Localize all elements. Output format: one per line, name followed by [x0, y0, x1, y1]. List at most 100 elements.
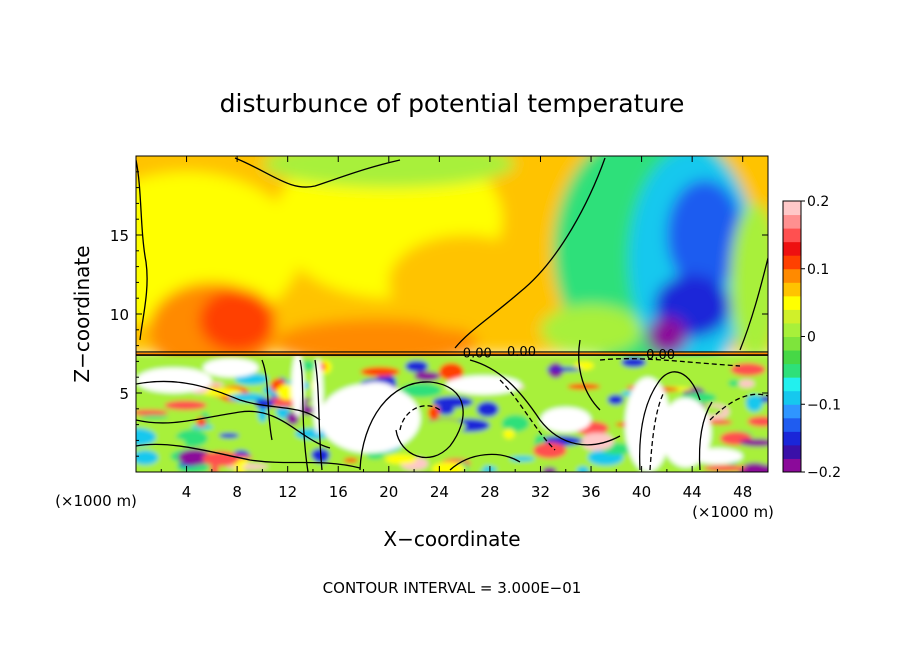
turbulence-patch	[576, 466, 590, 472]
chart-title: disturbunce of potential temperature	[220, 89, 685, 118]
field-white-region	[136, 367, 212, 393]
contour-label: 0.00	[463, 347, 492, 362]
contour-line	[649, 391, 665, 471]
contour-line	[136, 443, 361, 469]
temperature-field	[136, 156, 768, 472]
turbulence-patch	[747, 416, 768, 427]
colorbar-tick-label: 0.2	[807, 194, 829, 210]
field-white-region	[350, 381, 402, 420]
field-white-region	[660, 397, 712, 468]
field-blob	[388, 235, 541, 330]
field-blob	[262, 156, 516, 188]
colorbar-swatch	[783, 282, 801, 297]
colorbar-swatch	[783, 201, 801, 216]
turbulence-patch	[746, 394, 763, 412]
y-tick-label: 15	[110, 227, 129, 245]
x-tick-label: 24	[430, 483, 449, 501]
turbulence-patch	[298, 467, 333, 472]
turbulence-patch	[607, 394, 624, 405]
turbulence-patch	[414, 371, 440, 382]
field-white-region	[692, 448, 743, 465]
turbulence-patch	[136, 409, 169, 416]
y-tick-label: 5	[119, 385, 129, 403]
x-axis-label: X−coordinate	[383, 527, 520, 551]
turbulence-patch	[439, 362, 464, 381]
x-tick-label: 48	[733, 483, 752, 501]
turbulence-patch	[164, 400, 207, 411]
turbulence-patch	[431, 461, 466, 472]
turbulence-patch	[739, 438, 768, 447]
contour-line	[469, 359, 621, 446]
x-tick-label: 20	[379, 483, 398, 501]
turbulence-patch	[343, 457, 359, 463]
contour-line	[136, 380, 321, 421]
contour-line	[399, 405, 441, 431]
turbulence-patch	[590, 408, 621, 419]
turbulence-patch	[501, 415, 530, 432]
turbulence-patch	[428, 405, 440, 420]
x-tick-label: 12	[278, 483, 297, 501]
field-blob	[540, 304, 642, 356]
turbulence-patch	[300, 360, 316, 372]
contour-line	[136, 159, 148, 341]
colorbar-swatch	[783, 444, 801, 459]
colorbar-swatch	[783, 228, 801, 243]
contour-line	[454, 157, 606, 349]
turbulence-patch	[284, 425, 305, 430]
contour-line	[709, 393, 768, 421]
turbulence-patch	[286, 412, 299, 426]
turbulence-patch	[136, 450, 159, 465]
contour-line	[739, 257, 768, 351]
turbulence-patch	[432, 396, 474, 408]
turbulence-patch	[470, 460, 485, 472]
contour-line	[314, 359, 323, 471]
turbulence-patch	[400, 383, 443, 398]
turbulence-patch	[199, 387, 243, 396]
colorbar-tick-label: −0.1	[807, 397, 841, 413]
turbulence-patch	[367, 459, 385, 465]
x-unit-label-right: (×1000 m)	[692, 503, 774, 521]
contour-line	[499, 379, 556, 451]
contour-line	[299, 359, 309, 472]
turbulence-patch	[581, 432, 607, 451]
turbulence-patch	[423, 419, 466, 434]
colorbar: 0.2 0.1 0 −0.1 −0.2	[782, 194, 841, 481]
colorbar-swatch	[783, 241, 801, 256]
y-axis-label: Z−coordinate	[70, 245, 94, 382]
field-white-region	[540, 407, 592, 433]
turbulence-patch	[219, 432, 239, 439]
field-lower-layer	[136, 353, 768, 472]
x-tick-label: 16	[329, 483, 348, 501]
turbulence-patch	[191, 424, 214, 430]
colorbar-swatch	[783, 336, 801, 351]
x-tick-label: 44	[683, 483, 702, 501]
inversion-band	[136, 352, 768, 356]
turbulence-patch	[158, 437, 186, 450]
plot-area	[136, 156, 768, 472]
x-axis: 4 8 12 16 20 24 28 32 36 40 44 48	[160, 156, 752, 501]
colorbar-swatch	[783, 377, 801, 392]
contour-line	[449, 453, 521, 471]
colorbar-swatch	[783, 350, 801, 365]
contour-label: 0.00	[507, 345, 536, 360]
turbulence-patch	[476, 401, 499, 418]
contour-label: 0.00	[646, 348, 675, 363]
colorbar-swatch	[783, 431, 801, 446]
field-upper-layer	[136, 156, 768, 378]
field-blob	[666, 179, 743, 291]
turbulence-patch	[738, 379, 755, 388]
turbulence-patch	[533, 442, 567, 459]
turbulence-patch	[235, 373, 269, 385]
contour-line	[698, 401, 713, 471]
turbulence-patch	[503, 428, 515, 439]
colorbar-swatch	[783, 295, 801, 310]
colorbar-tick-label: 0.1	[807, 262, 829, 278]
colorbar-swatch	[783, 268, 801, 283]
colorbar-swatch	[783, 404, 801, 419]
y-axis: 5 10 15	[110, 171, 768, 457]
contour-line	[234, 157, 401, 188]
turbulence-patch	[730, 363, 766, 376]
turbulence-patch	[360, 366, 400, 377]
x-tick-label: 36	[581, 483, 600, 501]
colorbar-swatch	[783, 255, 801, 270]
